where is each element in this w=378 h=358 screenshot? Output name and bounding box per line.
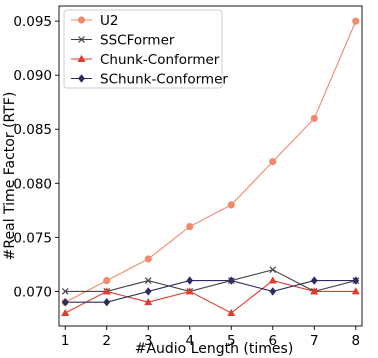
data-point-circle xyxy=(227,201,235,209)
x-tick-label: 8 xyxy=(351,333,360,349)
data-point-diamond xyxy=(144,287,152,296)
legend-item: SSCFormer xyxy=(71,33,175,49)
data-point-circle xyxy=(186,222,194,231)
data-point-diamond xyxy=(269,287,277,296)
legend: U2 SSCFormer Chunk-Conformer SChunk-Conform… xyxy=(63,9,228,89)
data-point-circle xyxy=(310,114,318,123)
y-tick-label: 0.090 xyxy=(13,68,52,84)
data-point-circle xyxy=(352,17,360,25)
x-tick-label: 1 xyxy=(61,333,70,349)
data-point-triangle xyxy=(227,308,236,316)
data-point-circle xyxy=(103,277,111,285)
data-point-diamond xyxy=(227,276,235,285)
data-point-x xyxy=(144,277,152,284)
plot-frame xyxy=(58,5,363,327)
y-tick-label: 0.095 xyxy=(13,14,52,30)
series-line xyxy=(64,279,356,314)
data-point-triangle xyxy=(61,308,70,316)
data-point-diamond xyxy=(78,74,85,83)
plot-border xyxy=(58,5,363,327)
series-layer xyxy=(61,17,360,316)
y-tick-label: 0.080 xyxy=(13,176,52,192)
y-tick-label: 0.085 xyxy=(13,122,52,138)
series-u2 xyxy=(61,17,360,306)
series-schunk-conformer xyxy=(61,276,360,307)
data-point-diamond xyxy=(186,276,194,285)
x-tick-label: 2 xyxy=(102,333,111,349)
data-point-circle xyxy=(269,158,277,166)
x-tick-label: 3 xyxy=(144,333,153,349)
data-point-diamond xyxy=(61,298,69,307)
series-line xyxy=(65,280,356,303)
data-point-diamond xyxy=(352,276,360,285)
y-axis-ticks: 0.070 0.075 0.080 0.085 0.090 0.095 xyxy=(13,14,59,300)
legend-box xyxy=(63,9,223,89)
data-point-x xyxy=(78,36,85,43)
data-point-circle xyxy=(77,16,86,24)
x-axis-ticks: 1 2 3 4 5 6 7 8 xyxy=(61,326,360,349)
y-tick-label: 0.070 xyxy=(13,284,52,300)
x-tick-label: 5 xyxy=(227,333,236,349)
x-axis-label: #Audio Length (times) xyxy=(135,341,294,357)
x-tick-label: 4 xyxy=(185,333,194,349)
series-line xyxy=(65,269,356,292)
legend-item: Chunk-Conformer xyxy=(71,52,220,68)
data-point-x xyxy=(61,288,69,295)
legend-label: Chunk-Conformer xyxy=(100,52,220,68)
data-point-diamond xyxy=(103,298,111,307)
series-chunk-conformer xyxy=(61,276,360,316)
data-point-triangle xyxy=(185,287,194,295)
legend-item: U2 xyxy=(71,13,118,29)
data-point-triangle xyxy=(144,298,153,306)
data-point-x xyxy=(269,266,277,274)
data-point-triangle xyxy=(268,276,277,284)
legend-item: SChunk-Conformer xyxy=(71,72,228,88)
data-point-circle xyxy=(144,255,152,263)
legend-label: U2 xyxy=(100,13,118,29)
y-tick-label: 0.075 xyxy=(13,230,52,246)
data-point-triangle xyxy=(310,287,319,295)
legend-label: SChunk-Conformer xyxy=(100,72,228,88)
y-axis-label: #Real Time Factor (RTF) xyxy=(2,92,18,261)
data-point-triangle xyxy=(77,54,86,62)
series-line xyxy=(64,20,357,303)
x-tick-label: 6 xyxy=(268,333,277,349)
data-point-triangle xyxy=(351,287,360,295)
legend-label: SSCFormer xyxy=(100,33,175,49)
x-tick-label: 7 xyxy=(310,333,319,349)
data-point-triangle xyxy=(102,287,111,295)
data-point-diamond xyxy=(310,276,318,285)
